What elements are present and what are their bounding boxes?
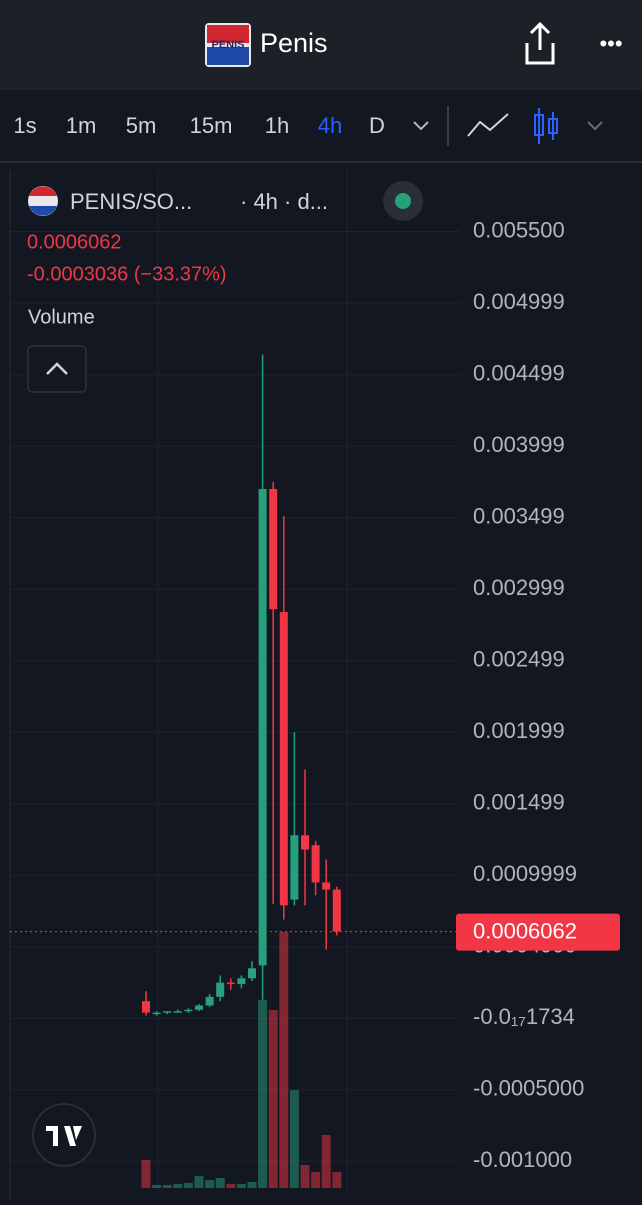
- y-tick-label: 0.001999: [473, 718, 565, 743]
- candle-body: [226, 982, 235, 985]
- volume-bar: [173, 1184, 183, 1188]
- volume-bar: [258, 1000, 268, 1188]
- volume-bar: [226, 1184, 236, 1188]
- volume-bar: [289, 1090, 299, 1188]
- candle-body: [258, 489, 267, 966]
- legend-price: 0.0006062: [27, 231, 122, 253]
- volume-bar: [215, 1178, 225, 1188]
- volume-bar: [268, 1010, 278, 1188]
- symbol-name[interactable]: PENIS/SO...: [70, 189, 192, 214]
- candle-chart-button[interactable]: [534, 108, 558, 144]
- candle-body: [322, 882, 331, 890]
- candle-body: [279, 612, 288, 906]
- candle-body: [301, 835, 309, 850]
- collapse-button[interactable]: [27, 345, 87, 393]
- interval-button[interactable]: 5m: [126, 113, 157, 138]
- candle-body: [163, 1011, 172, 1013]
- interval-button[interactable]: 15m: [190, 113, 233, 138]
- interval-button[interactable]: D: [369, 113, 385, 138]
- y-tick-label: 0.003999: [473, 432, 565, 457]
- y-tick-label: 0.004999: [473, 289, 565, 314]
- volume-bar: [247, 1182, 257, 1188]
- volume-bar: [332, 1172, 342, 1188]
- candle-body: [205, 996, 214, 1006]
- app-logo: PENIS: [205, 23, 251, 67]
- y-tick-label: 0.001499: [473, 790, 565, 815]
- candle-body: [184, 1009, 193, 1012]
- y-tick-label: 0.004499: [473, 361, 565, 386]
- volume-bar: [279, 932, 289, 1188]
- candle-body: [248, 968, 256, 979]
- candle-body: [332, 889, 341, 932]
- y-tick-label: -0.0₁₇1734: [473, 1004, 575, 1029]
- y-tick-label: -0.0005000: [473, 1076, 584, 1101]
- candle-body: [195, 1005, 203, 1010]
- interval-dropdown[interactable]: [413, 121, 429, 131]
- volume-bar: [162, 1185, 172, 1188]
- volume-bar: [236, 1184, 246, 1188]
- volume-bar: [183, 1183, 193, 1188]
- volume-bar: [194, 1176, 204, 1188]
- volume-bar: [321, 1135, 331, 1188]
- symbol-logo: [28, 186, 58, 216]
- y-tick-label: -0.001000: [473, 1147, 572, 1172]
- last-price-label: 0.0006062: [473, 918, 577, 943]
- y-tick-label: 0.002999: [473, 575, 565, 600]
- last-price-box: [456, 913, 620, 951]
- interval-button[interactable]: 4h: [318, 113, 342, 138]
- interval-button[interactable]: 1m: [66, 113, 97, 138]
- y-tick-label: 0.003499: [473, 504, 565, 529]
- volume-bar: [141, 1160, 151, 1188]
- header-bar: [0, 0, 642, 90]
- share-button[interactable]: [525, 21, 555, 65]
- volume-bar: [205, 1180, 215, 1188]
- page-title: Penis: [260, 28, 328, 58]
- more-button[interactable]: •••: [599, 31, 622, 56]
- status-dot: [395, 193, 411, 209]
- candle-body: [216, 982, 225, 997]
- candle-body: [142, 1001, 150, 1013]
- interval-button[interactable]: 1h: [265, 113, 289, 138]
- volume-bar: [311, 1172, 321, 1188]
- symbol-interval: · 4h · d...: [240, 189, 328, 214]
- volume-bar: [152, 1185, 162, 1188]
- candle-body: [269, 489, 278, 610]
- candle-body: [173, 1011, 182, 1013]
- line-chart-button[interactable]: [467, 113, 509, 137]
- legend-change: -0.0003036 (−33.37%): [27, 263, 227, 285]
- y-tick-label: 0.002499: [473, 647, 565, 672]
- volume-label: Volume: [28, 306, 95, 328]
- interval-button[interactable]: 1s: [13, 113, 36, 138]
- y-tick-label: 0.005500: [473, 217, 565, 242]
- y-tick-label: 0.0009999: [473, 861, 577, 886]
- volume-bar: [300, 1165, 310, 1188]
- chart-type-dropdown[interactable]: [587, 121, 603, 131]
- candle-body: [290, 835, 299, 900]
- candle-body: [311, 845, 320, 883]
- logo-text: PENIS: [211, 39, 244, 51]
- collapse-icon: [46, 362, 68, 375]
- tradingview-logo[interactable]: [32, 1103, 96, 1167]
- candle-body: [152, 1012, 161, 1015]
- candle-body: [237, 978, 246, 984]
